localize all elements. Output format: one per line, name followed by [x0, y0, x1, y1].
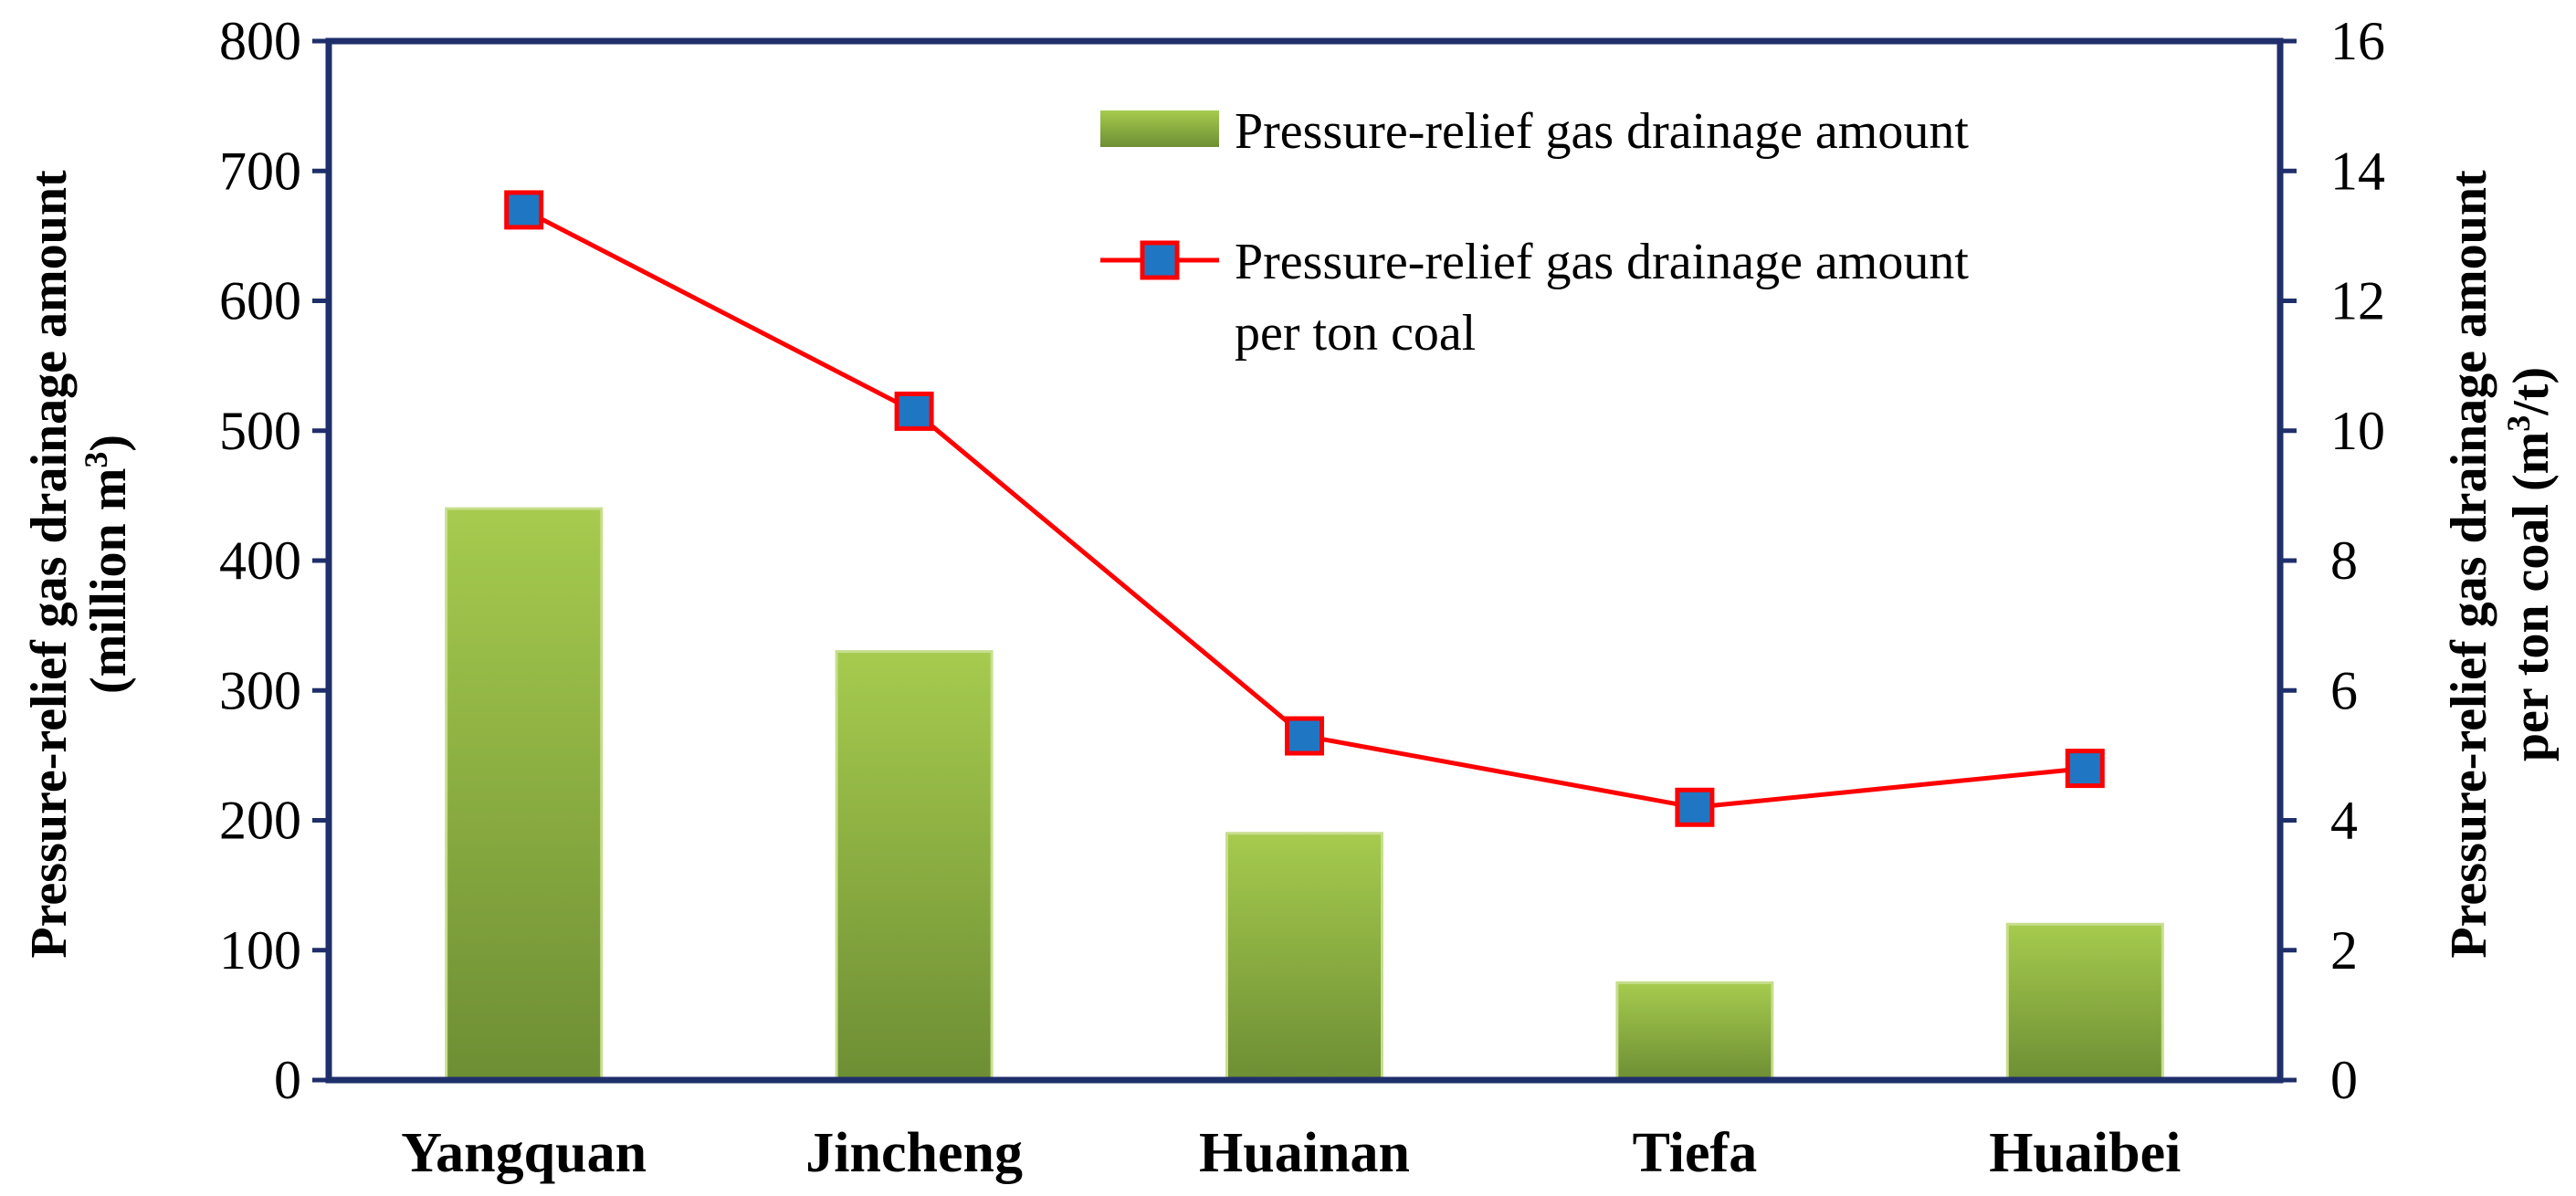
- category-label: Huainan: [1199, 1122, 1410, 1184]
- left-axis-title-units: (million m3): [78, 435, 137, 694]
- category-label: Tiefa: [1633, 1122, 1758, 1184]
- line-point: [1285, 716, 1324, 756]
- right-axis-title-prefix: per ton coal (m: [2503, 432, 2560, 761]
- bar: [445, 507, 604, 1082]
- left-axis-title-line1: Pressure-relief gas drainage amount: [21, 170, 78, 959]
- category-label: Jincheng: [805, 1122, 1023, 1184]
- category-label: Yangquan: [401, 1122, 647, 1184]
- bar: [2005, 922, 2164, 1082]
- legend-bar-label: Pressure-relief gas drainage amount: [1235, 103, 1969, 160]
- right-tick-label: 16: [2330, 11, 2385, 71]
- left-tick-label: 300: [219, 660, 301, 720]
- line-point: [894, 391, 934, 431]
- right-axis-title: Pressure-relief gas drainage amount: [2441, 170, 2497, 959]
- bar-series: [445, 507, 2164, 1082]
- line-series: [504, 190, 2105, 827]
- line-point: [1675, 787, 1715, 827]
- right-axis-title-suffix: /t): [2503, 367, 2560, 416]
- bar: [835, 650, 994, 1082]
- left-tick-label: 600: [219, 271, 301, 331]
- right-axis-title-units: per ton coal (m3/t): [2500, 367, 2560, 761]
- left-axis-title-prefix: (million m: [80, 468, 137, 694]
- left-tick-label: 800: [219, 11, 301, 71]
- right-tick-label: 12: [2330, 271, 2385, 331]
- right-tick-label: 4: [2330, 791, 2358, 851]
- left-tick-label: 400: [219, 530, 301, 591]
- bar: [1615, 981, 1774, 1082]
- right-axis-title-line1: Pressure-relief gas drainage amount: [2441, 170, 2497, 959]
- right-tick-label: 14: [2330, 141, 2385, 201]
- legend-line-marker: [1140, 240, 1180, 280]
- category-label: Huaibei: [1989, 1122, 2181, 1184]
- right-tick-label: 10: [2330, 401, 2385, 461]
- right-axis-title-sup: 3: [2500, 415, 2537, 432]
- left-tick-label: 500: [219, 401, 301, 461]
- left-axis-title-suffix: ): [80, 435, 137, 452]
- line-point: [504, 190, 544, 230]
- legend: Pressure-relief gas drainage amount Pres…: [1100, 103, 1969, 362]
- line-point: [2065, 749, 2105, 789]
- left-tick-label: 100: [219, 920, 301, 981]
- left-axis-title-sup: 3: [78, 452, 114, 468]
- left-tick-label: 200: [219, 791, 301, 851]
- left-tick-label: 0: [274, 1050, 301, 1110]
- left-axis-title: Pressure-relief gas drainage amount: [21, 170, 78, 959]
- legend-line-label-2: per ton coal: [1235, 305, 1476, 362]
- category-labels: Yangquan Jincheng Huainan Tiefa Huaibei: [401, 1122, 2181, 1184]
- bar: [1225, 832, 1383, 1082]
- legend-bar-swatch: [1100, 110, 1219, 147]
- right-axis-ticks: 0 2 4 6 8 10 12 14 16: [2280, 11, 2385, 1110]
- right-tick-label: 2: [2330, 920, 2358, 981]
- right-tick-label: 6: [2330, 660, 2358, 720]
- left-axis-ticks: 0 100 200 300 400 500 600 700 800: [219, 11, 329, 1110]
- right-tick-label: 0: [2330, 1050, 2358, 1110]
- legend-line-label-1: Pressure-relief gas drainage amount: [1235, 234, 1969, 290]
- left-tick-label: 700: [219, 141, 301, 201]
- right-tick-label: 8: [2330, 530, 2358, 591]
